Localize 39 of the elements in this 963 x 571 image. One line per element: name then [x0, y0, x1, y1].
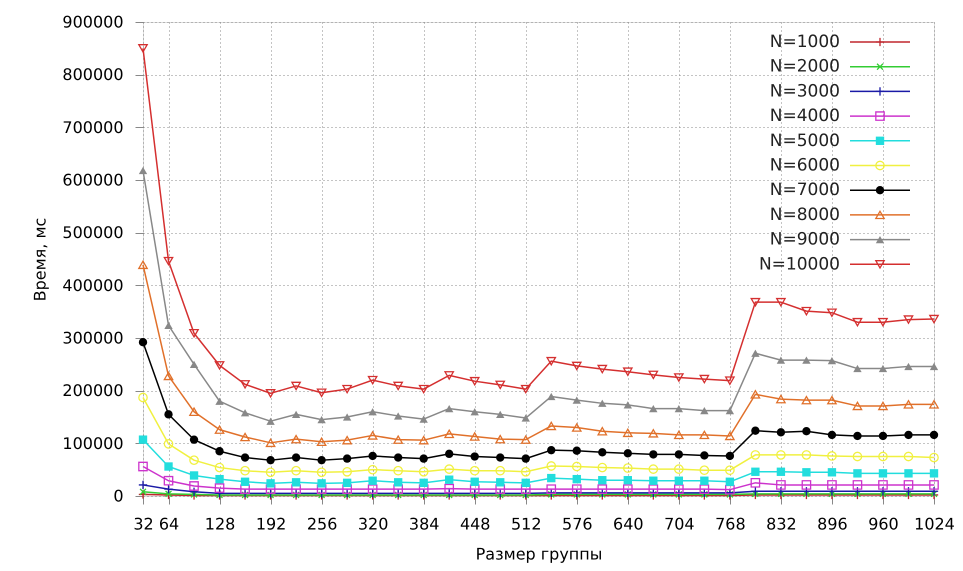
x-tick-label: 768 — [715, 514, 746, 534]
legend-label: N=1000 — [770, 32, 840, 52]
x-tick-label: 256 — [306, 514, 338, 534]
y-tick-label: 300000 — [62, 328, 124, 348]
x-tick-label: 512 — [510, 514, 542, 534]
legend-label: N=7000 — [770, 180, 840, 200]
y-tick-label: 900000 — [62, 12, 124, 32]
x-tick-label: 320 — [358, 514, 388, 534]
x-tick-label: 64 — [158, 514, 180, 534]
x-tick-label: 960 — [868, 514, 899, 534]
x-tick-label: 384 — [408, 514, 440, 534]
y-tick-label: 400000 — [62, 276, 124, 295]
legend-label: N=10000 — [758, 254, 840, 274]
x-tick-label: 128 — [204, 514, 236, 534]
legend-label: N=3000 — [770, 81, 840, 102]
legend-label: N=5000 — [770, 130, 840, 151]
y-tick-label: 800000 — [62, 65, 124, 84]
x-tick-label: 704 — [664, 514, 695, 534]
y-tick-label: 700000 — [62, 118, 124, 137]
y-axis-title: Время, мс — [30, 218, 50, 302]
legend-label: N=2000 — [770, 56, 840, 77]
legend-label: N=6000 — [770, 156, 840, 176]
x-tick-label: 192 — [256, 514, 286, 534]
x-axis-title: Размер группы — [476, 544, 602, 564]
y-tick-label: 100000 — [62, 434, 124, 453]
y-tick-label: 600000 — [62, 170, 124, 190]
y-tick-label: 500000 — [62, 223, 124, 242]
y-tick-label: 200000 — [62, 381, 124, 400]
x-tick-label: 896 — [817, 514, 848, 534]
x-tick-label: 32 — [133, 514, 154, 534]
x-tick-label: 1024 — [914, 514, 955, 534]
x-tick-label: 576 — [562, 514, 593, 534]
legend-label: N=4000 — [770, 106, 840, 126]
x-tick-label: 640 — [613, 514, 644, 534]
y-tick-label: 0 — [113, 486, 124, 506]
legend-label: N=8000 — [770, 204, 840, 225]
x-tick-label: 832 — [766, 514, 797, 534]
x-tick-label: 448 — [460, 514, 490, 534]
legend-label: N=9000 — [770, 230, 840, 250]
